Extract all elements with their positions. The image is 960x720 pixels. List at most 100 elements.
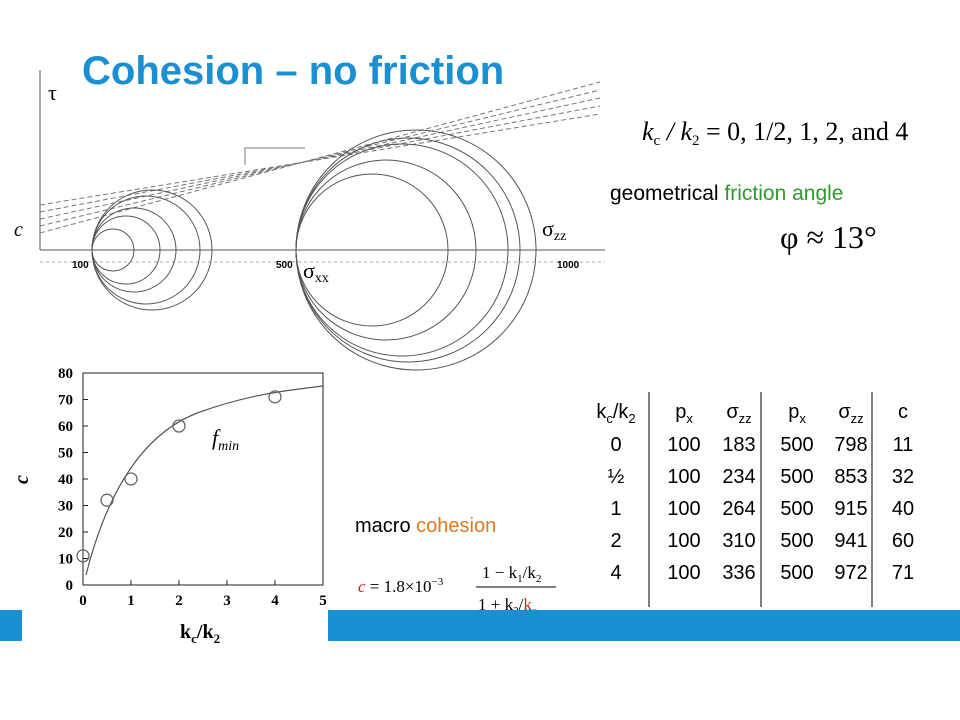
x-tick-label: 2	[175, 593, 183, 609]
footer-bar	[328, 610, 960, 641]
table-cell: 40	[892, 498, 914, 520]
fit-curve	[85, 385, 324, 576]
symbol: σ	[542, 216, 554, 241]
table-cell: 972	[834, 562, 867, 584]
header-sub: zz	[851, 411, 864, 426]
label-main: f	[212, 425, 221, 450]
data-point	[100, 493, 114, 507]
table-cell: 234	[722, 466, 755, 488]
macro-caption: macro cohesion	[355, 515, 496, 537]
y-axis-title: c	[11, 475, 33, 484]
table-cell: 915	[834, 498, 867, 520]
table-cell: 32	[892, 466, 914, 488]
table-cell: 798	[834, 434, 867, 456]
formula-lhs: c = 1.8×10−3	[358, 576, 444, 596]
table-cell: 500	[780, 434, 813, 456]
table-cell: 941	[834, 530, 867, 552]
szz-label: σzz	[542, 216, 566, 244]
header-cell: kc/k2	[596, 401, 635, 426]
numerator: 1 − k1/k2	[482, 563, 541, 585]
caption-lead: geometrical	[610, 182, 719, 205]
table-cell: 853	[834, 466, 867, 488]
angle-marker	[244, 147, 305, 165]
table-cell: 0	[610, 434, 621, 456]
table-cell: 71	[892, 562, 914, 584]
table-cell: 100	[667, 498, 700, 520]
eq-sub: c	[654, 133, 661, 149]
formula-part: c	[358, 577, 366, 596]
formula-part: = 1.8×10	[366, 577, 432, 596]
x-axis-title: kc/k2	[180, 621, 220, 646]
formula-part: k	[523, 595, 532, 614]
macro-formula: c = 1.8×10−3 1 − k1/k2 1 + k2/kc	[358, 563, 556, 617]
table-cell: 336	[722, 562, 755, 584]
header-cell: c	[898, 401, 908, 423]
y-tick-label: 0	[66, 578, 74, 594]
tau-label: τ	[48, 80, 57, 105]
data-table: kc/k2 px σzz px σzz c0 100 183 500 798 11½ 100 234 50…	[596, 392, 914, 607]
plot-frame	[82, 372, 324, 586]
formula-part: 1 − k	[482, 563, 518, 582]
label-sub: min	[218, 439, 239, 454]
x-tick-label: 1	[127, 593, 135, 609]
table-cell: 100	[667, 466, 700, 488]
label-part: /k	[196, 621, 215, 643]
header-cell: σzz	[726, 401, 751, 426]
header-cell: σzz	[838, 401, 863, 426]
table-cell: 100	[667, 434, 700, 456]
curve-label: fmin	[212, 425, 239, 454]
header-part: /k	[613, 401, 630, 423]
range-equation: kc / k2 = 0, 1/2, 1, 2, and 4	[642, 117, 908, 149]
label-part: k	[180, 621, 192, 643]
table-cell: 100	[667, 530, 700, 552]
label-sub: 2	[214, 631, 221, 646]
data-point	[172, 419, 186, 433]
formula-part: 1 + k	[478, 595, 514, 614]
x-tick-label: 3	[223, 593, 231, 609]
table-cell: 11	[893, 434, 914, 456]
formula-part: /	[519, 595, 524, 614]
eq-part: = 0, 1/2, 1, 2, and 4	[699, 117, 908, 146]
header-cell: px	[788, 401, 806, 426]
friction-caption: geometrical friction angle	[610, 182, 843, 205]
y-tick-label: 70	[58, 393, 73, 409]
eq-part: / k	[660, 117, 692, 146]
header-part: p	[675, 401, 686, 423]
eq-sub: 2	[692, 133, 700, 149]
y-tick-label: 50	[58, 446, 73, 462]
y-tick-label: 60	[58, 419, 73, 435]
header-sub: c	[606, 411, 613, 426]
header-sub: 2	[628, 411, 635, 426]
table-cell: 500	[780, 466, 813, 488]
mohr-diagram	[39, 70, 605, 371]
header-part: p	[788, 401, 799, 423]
axis-tick-label: 1000	[557, 260, 580, 271]
table-cell: 2	[610, 530, 621, 552]
header-part: σ	[726, 401, 739, 423]
friction-equation: φ ≈ 13°	[780, 219, 877, 255]
data-point	[268, 390, 282, 404]
x-tick-label: 4	[271, 593, 279, 609]
table-cell: 500	[780, 562, 813, 584]
caption-highlight: cohesion	[416, 515, 496, 537]
table-cell: 100	[667, 562, 700, 584]
y-tick-label: 20	[58, 525, 73, 541]
x-tick-label: 0	[79, 593, 87, 609]
x-tick-label: 5	[319, 593, 327, 609]
header-part: c	[898, 401, 908, 423]
caption-lead: macro	[355, 515, 411, 537]
axis-tick-label: 100	[72, 260, 89, 271]
table-cell: 1	[610, 498, 621, 520]
label-sub: c	[191, 631, 197, 646]
header-sub: zz	[739, 411, 752, 426]
subscript: xx	[315, 271, 329, 286]
table-cell: 500	[780, 530, 813, 552]
data-point	[124, 472, 138, 486]
header-part: k	[596, 401, 607, 423]
header-cell: px	[675, 401, 693, 426]
header-part: σ	[838, 401, 851, 423]
slide-title: Cohesion – no friction	[82, 49, 504, 93]
header-sub: x	[686, 411, 693, 426]
